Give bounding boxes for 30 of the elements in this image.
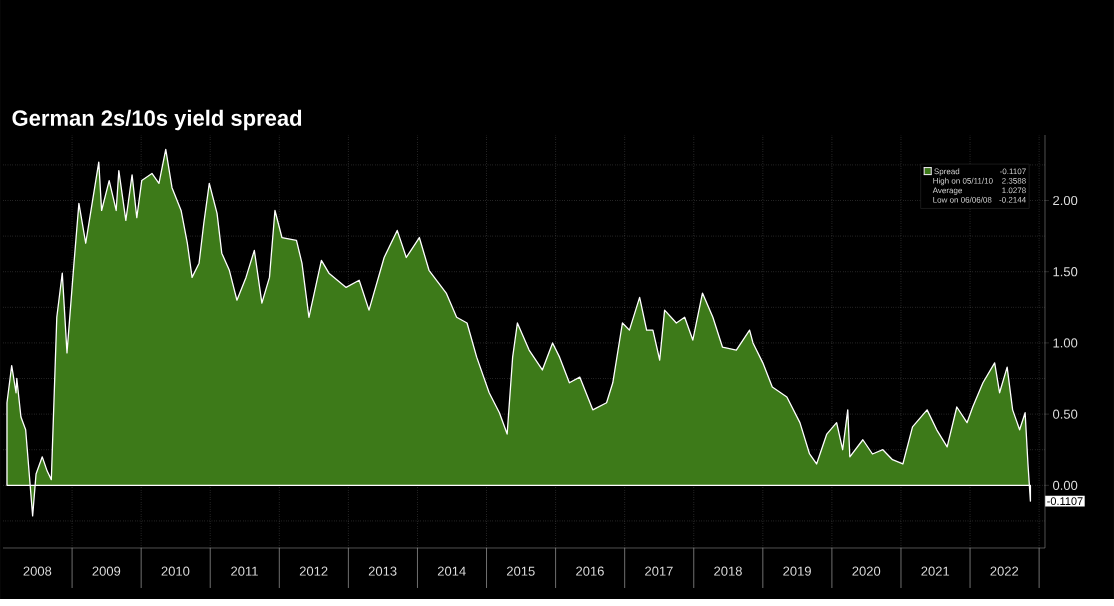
x-tick-label: 2019 <box>783 566 811 576</box>
y-tick-label: 1.00 <box>1053 338 1078 348</box>
x-tick-label: 2011 <box>231 566 258 576</box>
annotation: 2.3588 <box>1002 178 1026 184</box>
x-tick-label: 2010 <box>161 566 190 576</box>
annotation: 1.0278 <box>1002 187 1026 194</box>
y-tick-label: 0.00 <box>1053 480 1078 490</box>
annotation: -0.1107 <box>999 168 1026 175</box>
annotation: -0.1107 <box>1047 497 1083 506</box>
x-tick-label: 2017 <box>645 566 673 576</box>
annotation: Low on 06/06/08 <box>933 196 992 203</box>
x-tick-label: 2020 <box>852 566 881 576</box>
annotation: Average <box>932 187 962 195</box>
x-tick-label: 2008 <box>23 566 52 576</box>
x-tick-label: 2021 <box>921 566 950 576</box>
x-tick-label: 2018 <box>714 566 742 576</box>
x-tick-label: 2014 <box>437 566 466 576</box>
y-tick-label: 0.50 <box>1053 409 1078 419</box>
x-tick-label: 2013 <box>368 566 397 576</box>
legend-label: Spread <box>934 168 960 176</box>
x-tick-label: 2016 <box>576 566 604 576</box>
y-tick-label: 1.50 <box>1053 267 1078 277</box>
y-tick-label: 2.00 <box>1053 195 1078 206</box>
x-tick-label: 2012 <box>299 566 328 576</box>
x-tick-label: 2015 <box>506 566 535 576</box>
annotation: -0.2144 <box>999 197 1026 203</box>
chart-title: German 2s/10s yield spread <box>12 109 302 131</box>
annotation: High on 05/11/10 <box>933 177 993 186</box>
x-tick-label: 2022 <box>990 566 1019 576</box>
x-tick-label: 2009 <box>92 566 121 576</box>
